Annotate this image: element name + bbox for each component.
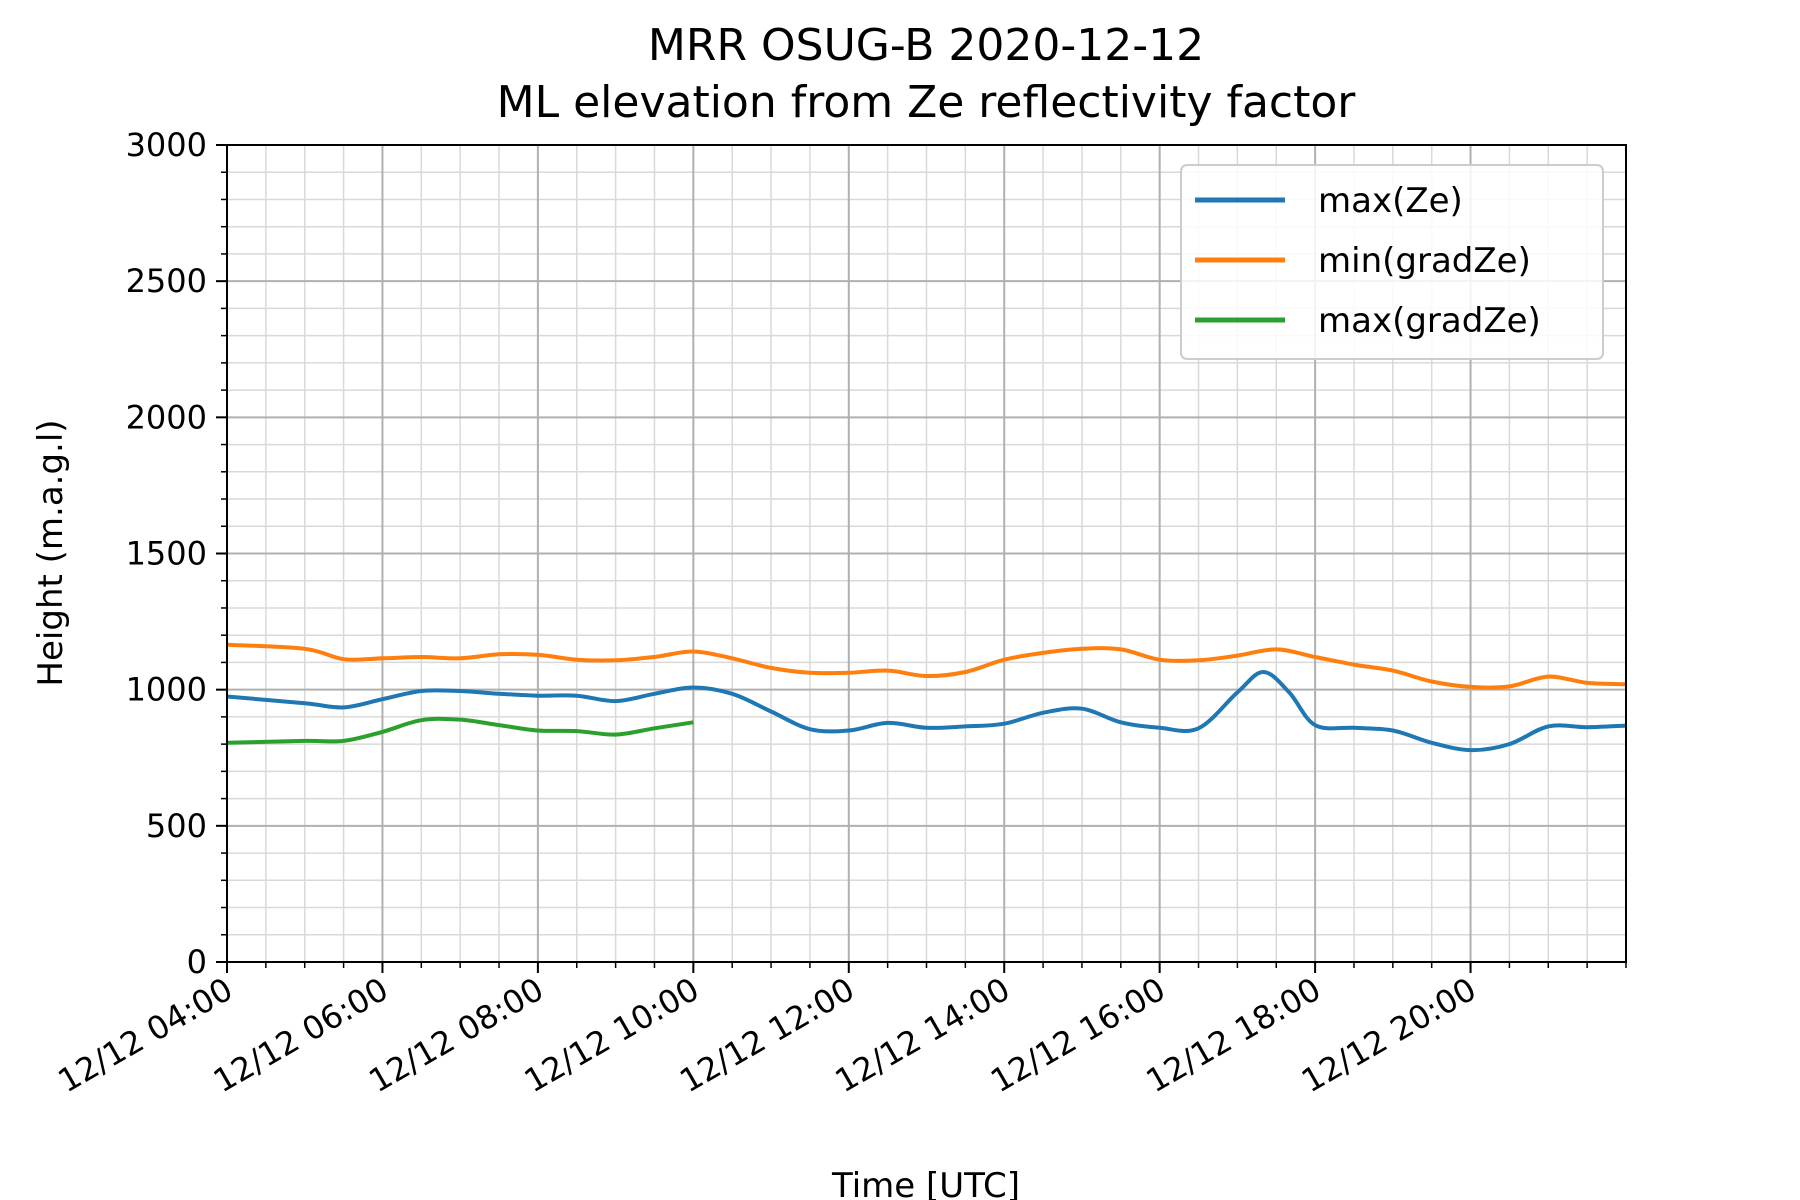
legend: max(Ze) min(gradZe) max(gradZe) — [1180, 164, 1604, 360]
y-tick-labels: 0 500 1000 1500 2000 2500 3000 — [126, 126, 207, 981]
y-tick-label: 1000 — [126, 671, 207, 709]
y-axis-label: Height (m.a.g.l) — [31, 419, 71, 686]
y-tick-label: 2000 — [126, 398, 207, 436]
x-axis-label: Time [UTC] — [831, 1166, 1020, 1200]
x-tick-label: 12/12 16:00 — [984, 970, 1172, 1100]
y-tick-label: 500 — [146, 807, 207, 845]
y-tick-label: 2500 — [126, 262, 207, 300]
x-tick-label: 12/12 14:00 — [829, 970, 1017, 1100]
x-tick-label: 12/12 18:00 — [1140, 970, 1328, 1100]
x-tick-label: 12/12 08:00 — [362, 970, 550, 1100]
series-line-max-gradze — [226, 716, 694, 745]
legend-label-max-gradze: max(gradZe) — [1318, 301, 1541, 341]
x-tick-label: 12/12 12:00 — [673, 970, 861, 1100]
y-tick-label: 3000 — [126, 126, 207, 164]
y-tick-label: 0 — [187, 943, 207, 981]
x-tick-label: 12/12 06:00 — [207, 970, 395, 1100]
chart-title: MRR OSUG-B 2020-12-12 — [648, 20, 1204, 71]
legend-box — [1180, 164, 1604, 360]
ticks-layer — [216, 144, 1627, 973]
legend-label-max-ze: max(Ze) — [1318, 181, 1463, 221]
x-tick-label: 12/12 20:00 — [1295, 970, 1483, 1100]
y-tick-label: 1500 — [126, 535, 207, 573]
x-tick-label: 12/12 04:00 — [51, 970, 239, 1100]
series-line-max-ze — [226, 670, 1627, 753]
legend-label-min-gradze: min(gradZe) — [1318, 241, 1531, 281]
chart-subtitle: ML elevation from Ze reflectivity factor — [497, 77, 1357, 128]
series-line-min-gradze — [226, 642, 1627, 690]
series-layer — [226, 642, 1627, 753]
x-tick-label: 12/12 10:00 — [518, 970, 706, 1100]
